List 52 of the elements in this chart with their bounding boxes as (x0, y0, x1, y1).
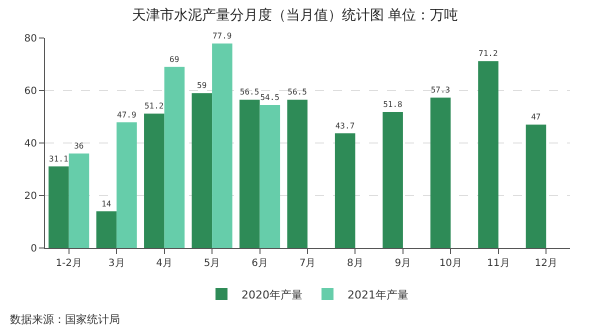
x-tick-label: 9月 (394, 258, 412, 269)
y-tick-label: 80 (24, 34, 37, 44)
data-label: 71.2 (478, 49, 498, 58)
bar (192, 93, 212, 248)
y-tick-label: 40 (24, 138, 37, 150)
x-tick-label: 3月 (108, 258, 125, 269)
data-label: 31.1 (48, 154, 68, 164)
data-label: 77.9 (212, 32, 232, 41)
x-tick-label: 8月 (347, 258, 364, 269)
x-tick-label: 12月 (534, 258, 558, 269)
bar (164, 66, 185, 248)
data-label: 36 (74, 142, 84, 150)
bar (144, 114, 164, 248)
bar (382, 112, 403, 248)
data-label: 47.9 (117, 110, 136, 120)
x-tick-label: 1-2月 (56, 258, 82, 269)
bar (212, 44, 232, 248)
x-tick-label: 11月 (487, 258, 510, 269)
x-tick-label: 4月 (156, 258, 173, 269)
bar (334, 133, 356, 248)
data-label: 54.5 (260, 92, 280, 102)
y-tick-label: 60 (24, 86, 37, 97)
data-label: 51.8 (383, 100, 403, 110)
x-tick-label: 5月 (204, 258, 220, 269)
bar (48, 166, 69, 248)
bar (239, 100, 260, 248)
source-note: 数据来源：国家统计局 (10, 313, 120, 326)
y-tick-label: 0 (30, 244, 37, 254)
bar (430, 98, 451, 248)
x-tick-label: 10月 (439, 258, 462, 269)
bar (478, 61, 498, 248)
data-label: 51.2 (144, 102, 164, 111)
chart-title: 天津市水泥产量分月度（当月值）统计图 单位：万吨 (132, 8, 458, 24)
data-label: 43.7 (335, 121, 355, 130)
data-label: 47 (531, 112, 541, 122)
bar (287, 100, 308, 248)
data-label: 56.5 (288, 88, 308, 97)
bar (526, 124, 546, 248)
data-label: 69 (170, 54, 180, 64)
data-label: 59 (196, 81, 207, 90)
legend-label: 2021年产量 (348, 288, 408, 302)
x-tick-label: 6月 (252, 258, 268, 269)
bar (68, 154, 90, 248)
data-label: 57.3 (430, 86, 450, 95)
x-tick-label: 7月 (299, 258, 316, 269)
legend-label: 2020年产量 (242, 288, 302, 302)
bar (96, 211, 117, 248)
bar (260, 104, 280, 248)
bar (116, 122, 137, 248)
data-label: 56.5 (240, 88, 260, 97)
data-label: 14 (102, 199, 112, 208)
y-tick-label: 20 (24, 191, 37, 202)
